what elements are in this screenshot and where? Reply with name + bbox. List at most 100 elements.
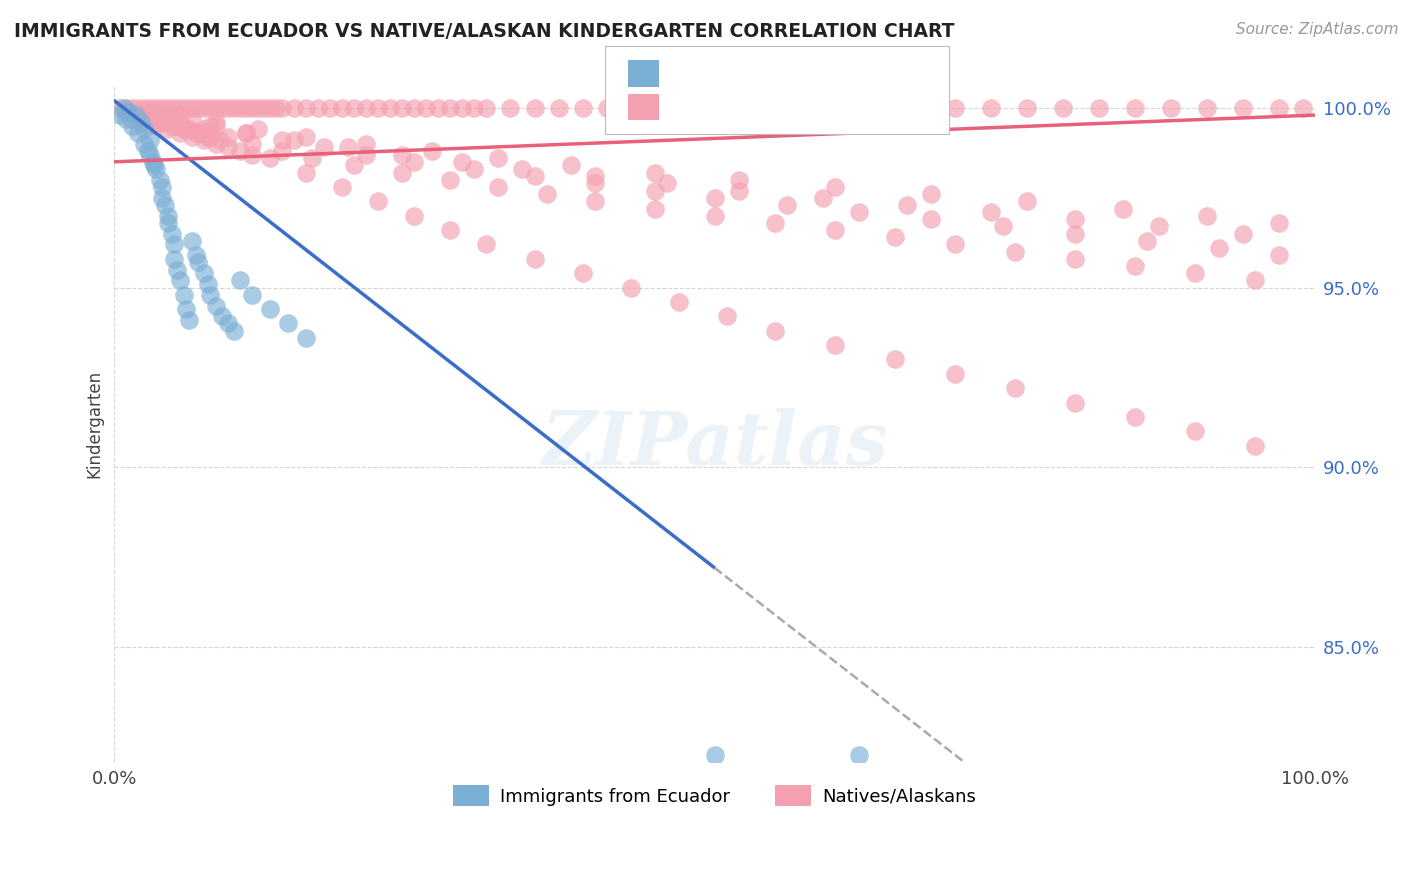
Point [763, 324, 786, 338]
Point [136, 144, 159, 158]
Point [488, 151, 510, 165]
Point [523, 169, 546, 184]
Point [439, 223, 461, 237]
Point [125, 108, 148, 122]
Point [181, 101, 204, 115]
Point [187, 101, 209, 115]
Point [152, 191, 174, 205]
Point [512, 161, 534, 176]
Point [127, 108, 149, 122]
Point [1123, 409, 1146, 424]
Point [560, 158, 582, 172]
Point [644, 184, 666, 198]
Point [145, 101, 167, 115]
Point [235, 101, 257, 115]
Point [1087, 101, 1109, 115]
Point [169, 101, 191, 115]
Point [271, 133, 294, 147]
Point [242, 287, 264, 301]
Point [143, 158, 166, 172]
Point [716, 101, 738, 115]
Point [824, 223, 846, 237]
Point [229, 101, 252, 115]
Point [367, 194, 389, 209]
Point [337, 140, 360, 154]
Point [692, 101, 714, 115]
Text: 0.202: 0.202 [717, 98, 772, 116]
Point [187, 126, 209, 140]
Point [848, 747, 870, 762]
Point [415, 101, 437, 115]
Point [200, 129, 222, 144]
Point [277, 317, 299, 331]
Point [211, 310, 233, 324]
Point [134, 101, 156, 115]
Point [197, 277, 219, 291]
Point [619, 101, 641, 115]
Point [1015, 194, 1038, 209]
Text: Source: ZipAtlas.com: Source: ZipAtlas.com [1236, 22, 1399, 37]
Point [1004, 381, 1026, 395]
Point [229, 144, 252, 158]
Point [253, 101, 276, 115]
Point [247, 101, 270, 115]
Point [136, 112, 159, 126]
Point [523, 252, 546, 266]
Point [356, 101, 378, 115]
Point [1232, 101, 1254, 115]
Point [703, 209, 725, 223]
Point [157, 122, 180, 136]
Point [896, 198, 918, 212]
Point [235, 126, 257, 140]
Point [217, 140, 239, 154]
Point [404, 101, 426, 115]
Point [536, 187, 558, 202]
Point [127, 101, 149, 115]
Point [184, 126, 207, 140]
Text: -0.658: -0.658 [717, 64, 779, 82]
Point [176, 302, 198, 317]
Point [439, 101, 461, 115]
Point [121, 119, 143, 133]
Point [980, 205, 1002, 219]
Point [439, 173, 461, 187]
Point [301, 151, 323, 165]
Point [872, 101, 894, 115]
Point [824, 338, 846, 352]
Point [193, 266, 215, 280]
Point [523, 101, 546, 115]
Point [824, 180, 846, 194]
Point [181, 129, 204, 144]
Point [644, 101, 666, 115]
Point [217, 129, 239, 144]
Point [169, 126, 191, 140]
Point [187, 255, 209, 269]
Point [427, 101, 450, 115]
Point [193, 101, 215, 115]
Point [134, 115, 156, 129]
Point [422, 144, 444, 158]
Point [499, 101, 522, 115]
Point [1267, 101, 1289, 115]
Point [115, 104, 138, 119]
Y-axis label: Kindergarten: Kindergarten [86, 370, 103, 478]
Point [169, 108, 191, 122]
Point [883, 352, 905, 367]
Point [160, 227, 183, 241]
Point [727, 184, 749, 198]
Point [266, 101, 288, 115]
Point [139, 133, 162, 147]
Point [583, 169, 606, 184]
Point [139, 112, 162, 126]
Point [1063, 395, 1085, 409]
Point [380, 101, 402, 115]
Point [343, 101, 366, 115]
Point [224, 324, 246, 338]
Text: R =: R = [671, 98, 709, 116]
Point [121, 112, 143, 126]
Point [205, 136, 228, 151]
Point [295, 129, 318, 144]
Point [668, 101, 690, 115]
Point [177, 313, 200, 327]
Point [193, 133, 215, 147]
